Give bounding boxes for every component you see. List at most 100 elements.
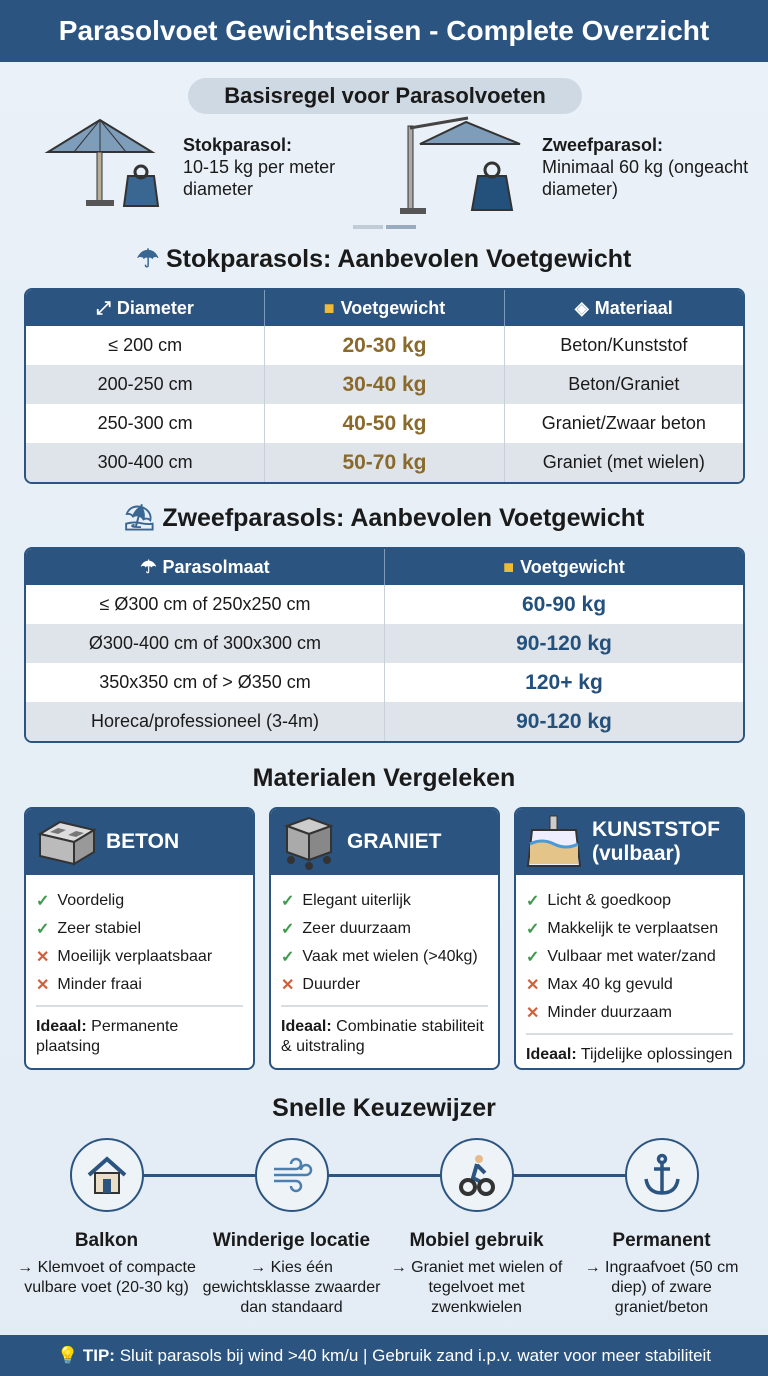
ideal-label: Ideaal: <box>526 1046 577 1063</box>
cell: 50-70 kg <box>264 443 503 482</box>
cell: 90-120 kg <box>384 702 743 741</box>
ideal-text: Ideaal: Permanente plaatsing <box>36 1005 243 1057</box>
card-title: KUNSTSTOF (vulbaar) <box>592 818 720 865</box>
item-text: Vaak met wielen (>40kg) <box>302 948 478 965</box>
weight-icon: ■ <box>323 297 335 318</box>
cell: 120+ kg <box>384 663 743 702</box>
step-title: Balkon <box>74 1230 139 1251</box>
zweef-text: Minimaal 60 kg (ongeacht diameter) <box>542 157 749 199</box>
check-icon: ✓ <box>36 921 50 938</box>
cell: ≤ Ø300 cm of 250x250 cm <box>99 594 311 614</box>
list-item: ✓ Voordelig <box>36 887 243 915</box>
zweef-heading-text: Zweefparasols: Aanbevolen Voetgewicht <box>162 504 645 532</box>
table-row: 350x350 cm of > Ø350 cm 120+ kg <box>26 663 743 702</box>
list-item: ✓ Licht & goedkoop <box>526 887 733 915</box>
cell: 20-30 kg <box>264 326 503 365</box>
house-icon <box>69 1138 144 1212</box>
wind-icon <box>254 1138 329 1212</box>
th-text: Voetgewicht <box>520 556 625 577</box>
stok-heading: ☂ Stokparasols: Aanbevolen Voetgewicht <box>0 244 768 274</box>
ideal-label: Ideaal: <box>36 1018 87 1035</box>
ideal-text: Ideaal: Tijdelijke oplossingen <box>526 1033 733 1065</box>
item-text: Minder duurzaam <box>547 1004 672 1021</box>
feature-list: ✓ Voordelig ✓ Zeer stabiel ✕ Moeilijk verplaa… <box>26 875 253 999</box>
cell: 250-300 cm <box>97 413 193 433</box>
materialen-heading: Materialen Vergeleken <box>252 764 516 792</box>
cell: 200-250 cm <box>97 374 193 394</box>
step-title: Permanent <box>612 1230 711 1251</box>
cell: 90-120 kg <box>384 624 743 663</box>
stokparasol-rule: Stokparasol: 10-15 kg per meter diameter <box>183 134 383 200</box>
check-icon: ✓ <box>526 949 540 966</box>
item-text: Zeer duurzaam <box>302 920 411 937</box>
zweef-heading: ⛱ Zweefparasols: Aanbevolen Voetgewicht <box>0 504 768 533</box>
stok-heading-text: Stokparasols: Aanbevolen Voetgewicht <box>165 245 632 273</box>
item-text: Voordelig <box>57 892 125 909</box>
item-text: Vulbaar met water/zand <box>547 948 716 965</box>
divider <box>353 225 383 229</box>
cell: 300-400 cm <box>97 452 193 472</box>
tip-bar: 💡 TIP: Sluit parasols bij wind >40 km/u … <box>0 1335 768 1376</box>
ideal-value: Combinatie stabiliteit & uitstraling <box>281 1018 484 1055</box>
lightbulb-icon: 💡 <box>56 1346 79 1365</box>
card-header: GRANIET <box>271 809 498 875</box>
zweef-label: Zweefparasol: <box>542 135 664 155</box>
tip-text: Sluit parasols bij wind >40 km/u | Gebru… <box>119 1346 712 1365</box>
th-text: Diameter <box>116 297 194 318</box>
feature-list: ✓ Elegant uiterlijk ✓ Zeer duurzaam ✓ Vaak me… <box>271 875 498 999</box>
card-header: KUNSTSTOF (vulbaar) <box>516 809 743 875</box>
step-text: → Ingraafvoet (50 cm diep) of zware gran… <box>584 1259 739 1316</box>
th-material: ◈ Materiaal <box>503 290 743 326</box>
list-item: ✕ Max 40 kg gevuld <box>526 971 733 999</box>
cross-icon: ✕ <box>526 1005 540 1022</box>
list-item: ✕ Minder duurzaam <box>526 999 733 1027</box>
step-title: Winderige locatie <box>212 1230 371 1251</box>
ideal-text: Ideaal: Combinatie stabiliteit & uitstra… <box>281 1005 488 1057</box>
table-row: 200-250 cm 30-40 kg Beton/Graniet <box>26 365 743 404</box>
fillable-base-icon <box>526 815 582 867</box>
list-item: ✓ Zeer stabiel <box>36 915 243 943</box>
item-text: Zeer stabiel <box>57 920 141 937</box>
material-card: GRANIET ✓ Elegant uiterlijk ✓ Zeer duurzaam ✓… <box>269 807 500 1070</box>
guide-step: Permanent → Ingraafvoet (50 cm diep) of z… <box>569 1138 754 1318</box>
zweef-table: ☂ Parasolmaat ■ Voetgewicht ≤ Ø300 cm of 2… <box>24 547 745 743</box>
guide-step: Mobiel gebruik → Graniet met wielen of te… <box>384 1138 569 1318</box>
zweefparasol-icon <box>400 116 521 214</box>
diameter-icon: ⤢ <box>96 297 111 318</box>
guide-step: Winderige locatie → Kies één gewichtsklas… <box>199 1138 384 1318</box>
list-item: ✕ Duurder <box>281 971 488 999</box>
cell: 40-50 kg <box>264 404 503 443</box>
cross-icon: ✕ <box>36 977 50 994</box>
cell: 60-90 kg <box>384 585 743 624</box>
divider <box>386 225 416 229</box>
th-text: Materiaal <box>594 297 673 318</box>
cell: Ø300-400 cm of 300x300 cm <box>88 633 322 653</box>
th-text: Parasolmaat <box>162 556 270 577</box>
cell: 30-40 kg <box>264 365 503 404</box>
stok-text: 10-15 kg per meter diameter <box>183 157 336 199</box>
step-text: → Klemvoet of compacte vulbare voet (20-… <box>17 1259 196 1296</box>
tip-label: TIP: <box>82 1346 115 1365</box>
table-row: ≤ 200 cm 20-30 kg Beton/Kunststof <box>26 326 743 365</box>
table-header: ☂ Parasolmaat ■ Voetgewicht <box>26 549 743 585</box>
person-wheels-icon <box>439 1138 514 1212</box>
umbrella-icon: ☂ <box>136 245 160 273</box>
ideal-value: Tijdelijke oplossingen <box>580 1046 733 1063</box>
material-card: BETON ✓ Voordelig ✓ Zeer stabiel ✕ Moeilijk ve… <box>24 807 255 1070</box>
list-item: ✓ Vaak met wielen (>40kg) <box>281 943 488 971</box>
anchor-icon <box>624 1138 699 1212</box>
card-title: GRANIET <box>347 830 442 853</box>
cell: Beton/Graniet <box>503 365 743 404</box>
cell: 350x350 cm of > Ø350 cm <box>99 672 311 692</box>
table-row: 300-400 cm 50-70 kg Graniet (met wielen) <box>26 443 743 482</box>
granite-block-icon <box>284 816 334 870</box>
th-text: Voetgewicht <box>340 297 446 318</box>
th-weight: ■ Voetgewicht <box>384 549 743 585</box>
umbrella-icon: ☂ <box>140 556 157 577</box>
list-item: ✓ Makkelijk te verplaatsen <box>526 915 733 943</box>
cross-icon: ✕ <box>281 977 295 994</box>
material-card: KUNSTSTOF (vulbaar) ✓ Licht & goedkoop ✓ Mak… <box>514 807 745 1070</box>
list-item: ✓ Zeer duurzaam <box>281 915 488 943</box>
cross-icon: ✕ <box>526 977 540 994</box>
cantilever-umbrella-icon: ⛱ <box>123 504 156 532</box>
